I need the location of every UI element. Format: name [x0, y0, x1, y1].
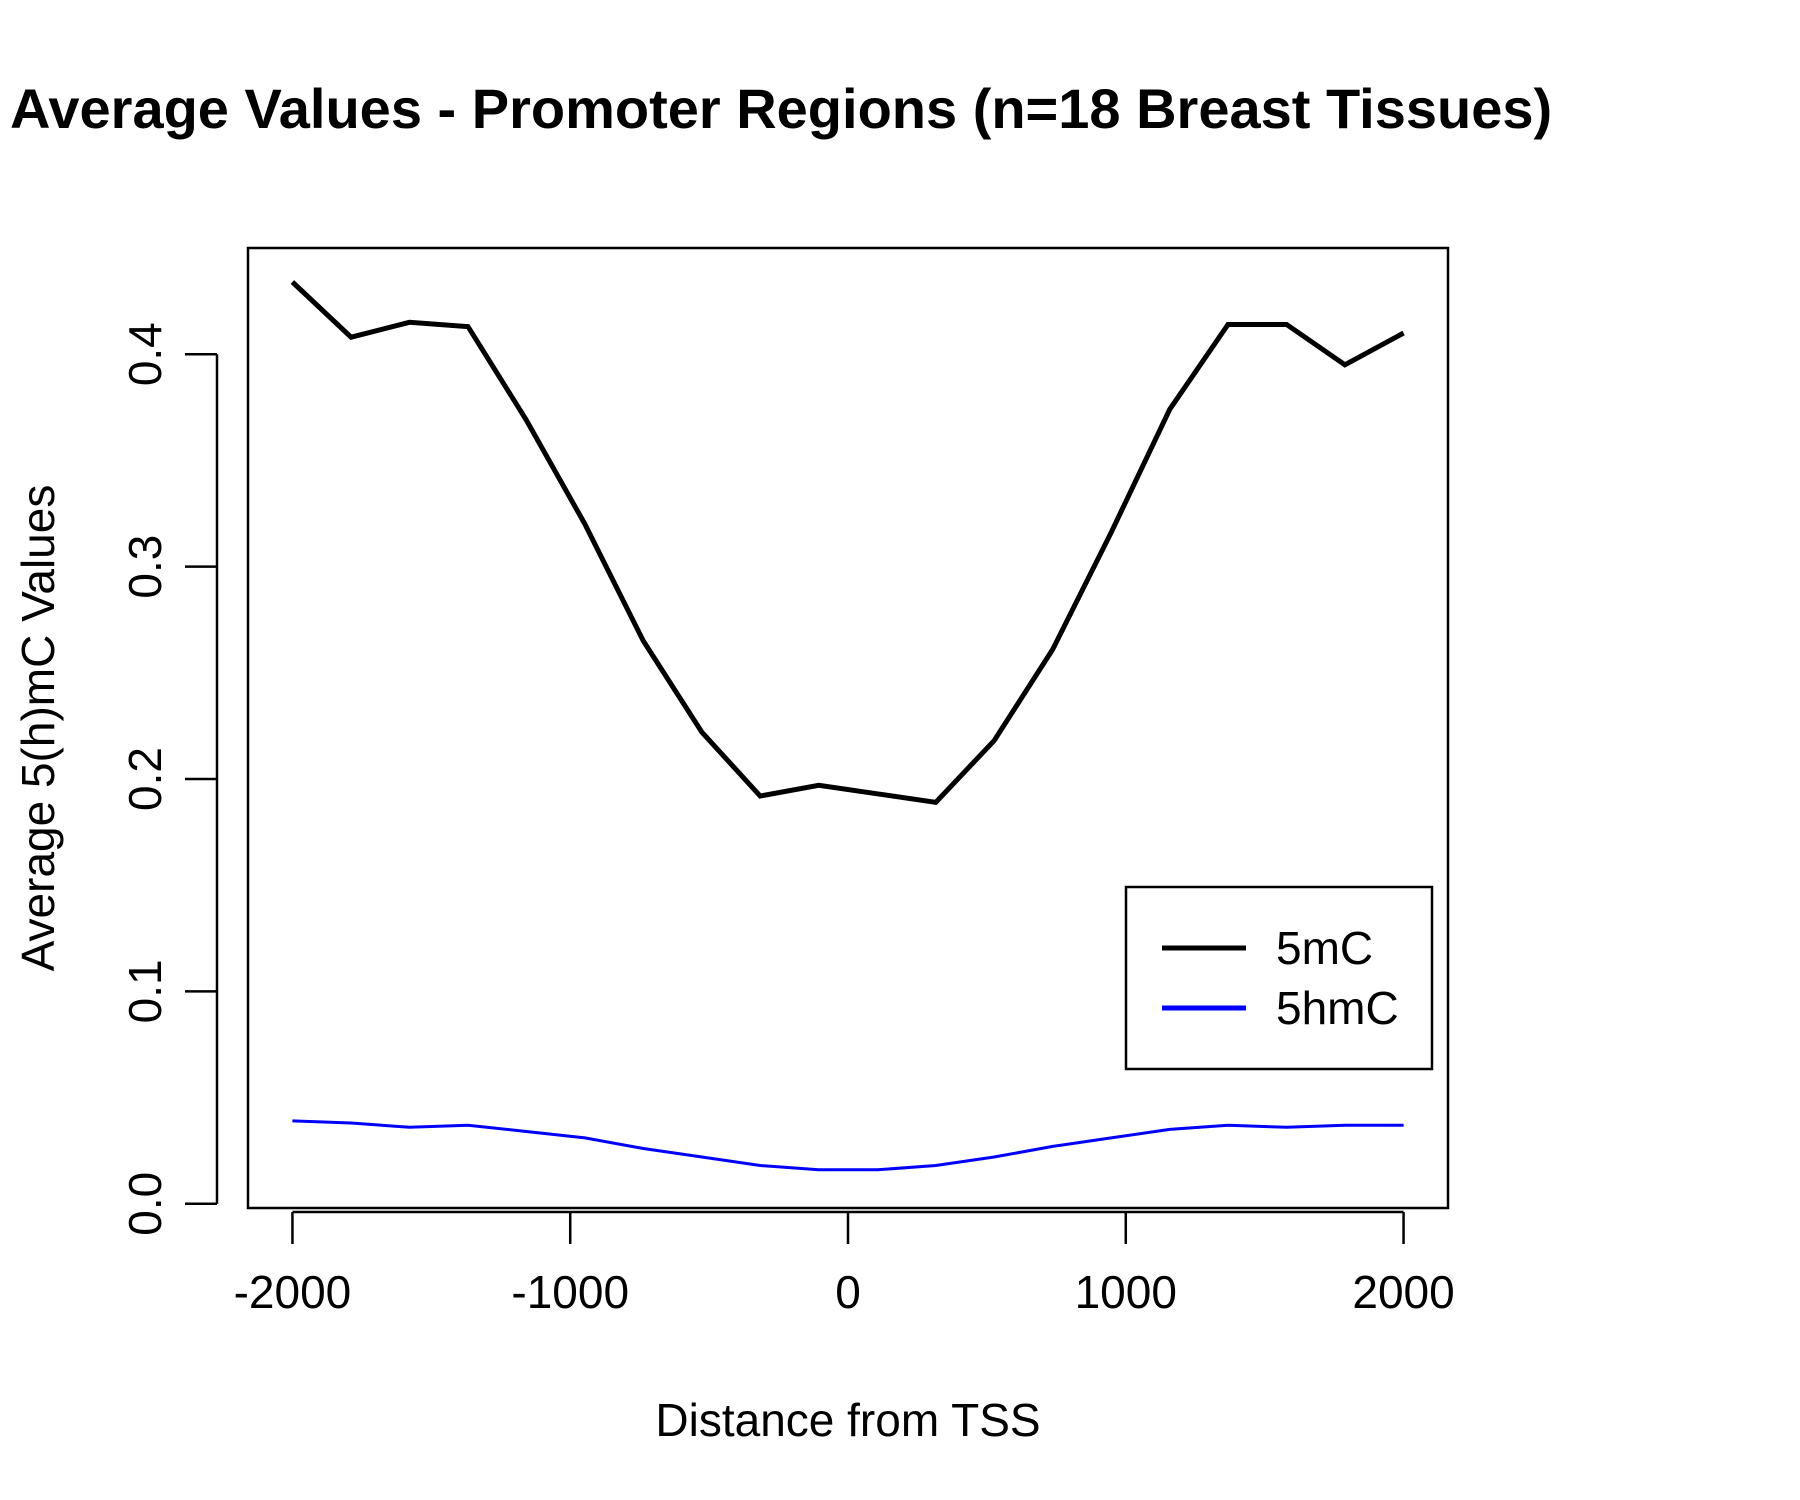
y-tick-label: 0.1 [119, 959, 171, 1023]
y-tick-label: 0.4 [119, 322, 171, 386]
legend-label-5hmc: 5hmC [1276, 982, 1399, 1034]
x-tick-label: -1000 [511, 1266, 629, 1318]
series-line-5mc [290, 280, 1405, 805]
x-tick-label: 0 [835, 1266, 861, 1318]
legend-box [1124, 885, 1434, 1071]
x-tick-label: -2000 [234, 1266, 352, 1318]
legend-label-5mc: 5mC [1276, 922, 1373, 974]
legend: 5mC 5hmC [1124, 885, 1434, 1071]
y-axis-label: Average 5(h)mC Values [12, 485, 64, 972]
series-line-5hmc [292, 1119, 1404, 1172]
plot-frame [246, 246, 1450, 1210]
series-layer [290, 280, 1405, 1172]
y-tick-label: 0.2 [119, 747, 171, 811]
x-axis: -2000 -1000 0 1000 2000 [234, 1210, 1455, 1318]
y-tick-label: 0.3 [119, 535, 171, 599]
y-axis: 0.0 0.1 0.2 0.3 0.4 [119, 322, 219, 1236]
chart-title: Average Values - Promoter Regions (n=18 … [10, 77, 1552, 140]
x-axis-label: Distance from TSS [655, 1394, 1040, 1446]
x-tick-label: 1000 [1075, 1266, 1177, 1318]
y-tick-label: 0.0 [119, 1172, 171, 1236]
x-tick-label: 2000 [1352, 1266, 1454, 1318]
